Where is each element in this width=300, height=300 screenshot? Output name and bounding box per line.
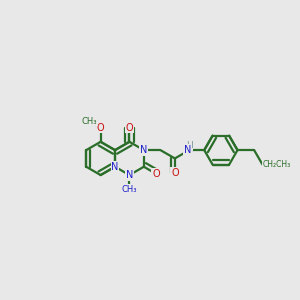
Text: CH₃: CH₃ bbox=[81, 116, 97, 125]
Text: CH₂CH₃: CH₂CH₃ bbox=[262, 160, 291, 169]
Text: O: O bbox=[152, 169, 160, 179]
Text: N: N bbox=[111, 162, 119, 172]
Text: H: H bbox=[186, 141, 193, 150]
Text: O: O bbox=[171, 168, 179, 178]
Text: O: O bbox=[126, 123, 133, 133]
Text: O: O bbox=[97, 123, 104, 133]
Text: CH₃: CH₃ bbox=[122, 185, 137, 194]
Text: N: N bbox=[140, 145, 148, 155]
Text: N: N bbox=[184, 145, 192, 155]
Text: N: N bbox=[126, 170, 133, 180]
